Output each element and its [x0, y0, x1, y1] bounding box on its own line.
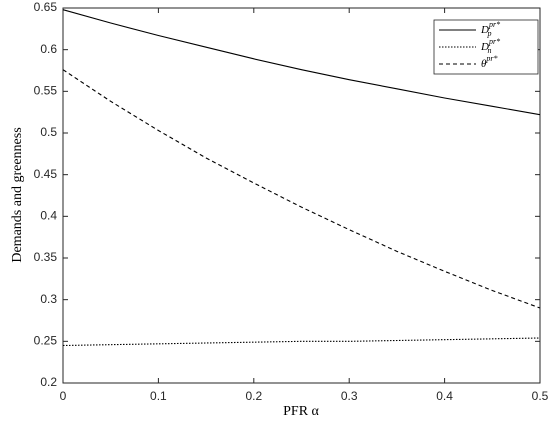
legend-label: θpr* — [481, 54, 498, 70]
line — [62, 69, 541, 309]
legend-sup: pr* — [485, 54, 497, 63]
x-tick-label: 0.5 — [532, 389, 549, 403]
y-tick-label: 0.45 — [34, 167, 58, 181]
x-tick-label: 0.3 — [341, 389, 358, 403]
x-tick-label: 0.4 — [436, 389, 453, 403]
x-tick-label: 0.2 — [245, 389, 262, 403]
legend-name: D — [480, 24, 489, 36]
y-tick-label: 0.6 — [40, 42, 57, 56]
legend-sub: n — [487, 46, 491, 55]
y-tick-label: 0.5 — [40, 125, 57, 139]
legend-sup: pr* — [488, 37, 500, 46]
y-tick-label: 0.3 — [40, 292, 57, 306]
legend-label: Dpr* p — [480, 20, 500, 38]
legend-sup: pr* — [488, 20, 500, 29]
y-axis-label: Demands and greenness — [10, 127, 25, 262]
legend-name: θ — [481, 58, 487, 70]
legend-label: Dpr* n — [480, 37, 500, 55]
y-tick-label: 0.55 — [34, 84, 58, 98]
line — [62, 9, 541, 116]
y-tick-label: 0.2 — [40, 375, 57, 389]
legend-sub: p — [486, 29, 491, 38]
y-tick-label: 0.4 — [40, 209, 57, 223]
y-tick-label: 0.25 — [34, 334, 58, 348]
y-tick-label: 0.65 — [34, 0, 58, 14]
y-tick-label: 0.35 — [34, 250, 58, 264]
x-tick-label: 0 — [60, 389, 67, 403]
x-tick-label: 0.1 — [150, 389, 167, 403]
plot-frame — [62, 7, 541, 384]
x-axis-label: PFR α — [283, 404, 319, 419]
legend-name: D — [480, 41, 489, 53]
